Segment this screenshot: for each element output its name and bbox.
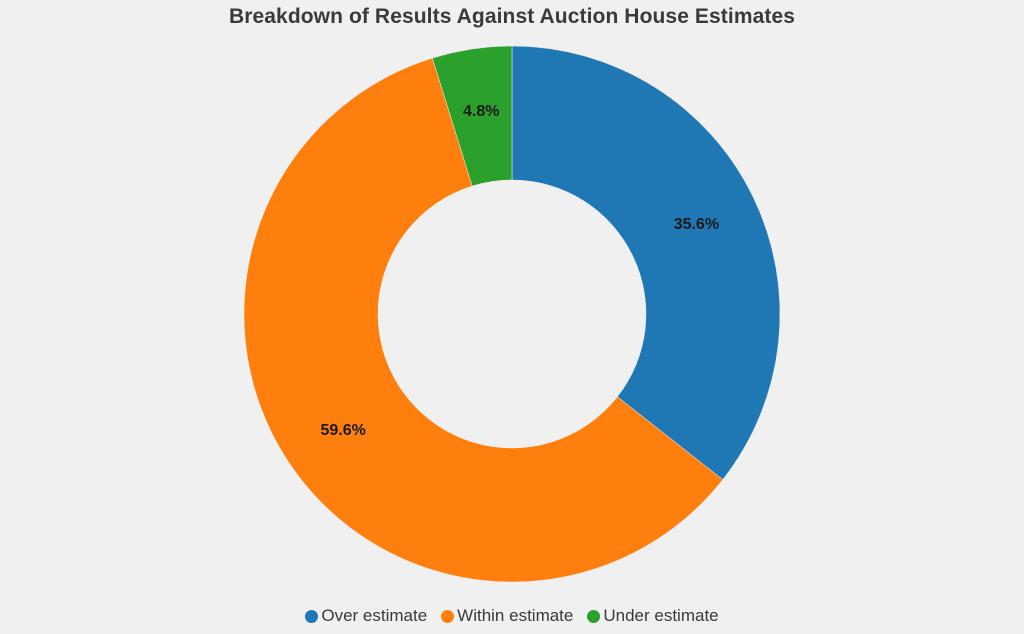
slice-within[interactable] xyxy=(243,57,724,583)
chart-title: Breakdown of Results Against Auction Hou… xyxy=(228,5,796,28)
legend-swatch-over xyxy=(305,609,319,623)
legend-label-under: Under estimate xyxy=(603,606,719,625)
slice-within-label: 59.6% xyxy=(320,422,365,439)
legend-item-over[interactable]: Over estimate xyxy=(305,606,427,626)
legend: Over estimate Within estimate Under esti… xyxy=(0,606,1024,626)
legend-label-within: Within estimate xyxy=(457,606,574,625)
legend-swatch-under xyxy=(587,609,601,623)
slice-under-label: 4.8% xyxy=(463,103,499,120)
legend-item-under[interactable]: Under estimate xyxy=(587,606,719,626)
legend-item-within[interactable]: Within estimate xyxy=(441,606,573,626)
labels-group: 35.6% 59.6% 4.8% xyxy=(320,103,719,439)
slice-under[interactable] xyxy=(432,45,513,187)
slice-over[interactable] xyxy=(511,45,781,480)
slices-group xyxy=(243,45,781,583)
slice-over-label: 35.6% xyxy=(674,216,719,233)
legend-label-over: Over estimate xyxy=(321,606,428,625)
legend-swatch-within xyxy=(441,609,455,623)
